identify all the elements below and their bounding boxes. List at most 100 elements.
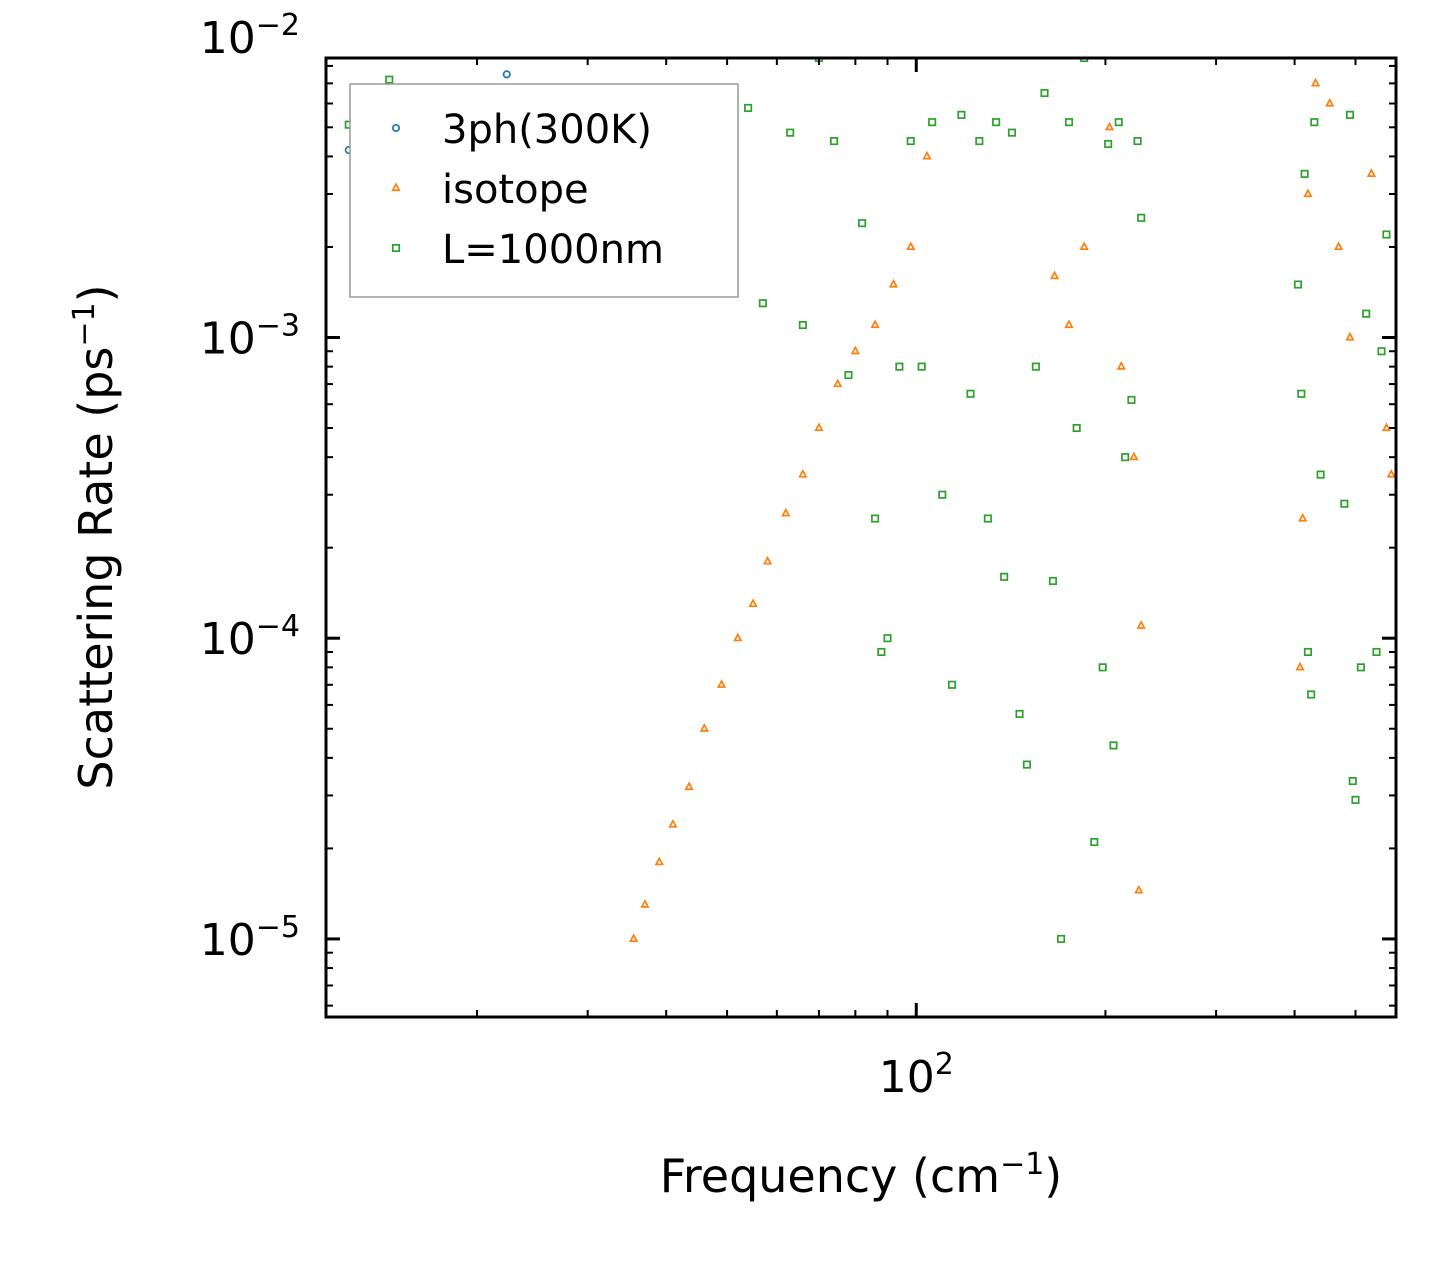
- data-point: [844, 371, 853, 380]
- data-point: [629, 933, 639, 943]
- data-point: [850, 345, 860, 355]
- data-point: [385, 75, 394, 84]
- data-point: [1098, 663, 1107, 672]
- data-point: [762, 555, 773, 565]
- data-point: [1372, 647, 1381, 657]
- data-point: [748, 598, 758, 608]
- y-tick-labels: 10010−110−210−310−410−5: [200, 8, 300, 966]
- y-tick-label: 10−4: [200, 609, 300, 665]
- data-point: [975, 137, 984, 146]
- data-point: [922, 150, 932, 160]
- x-axis-label: Frequency (cm−1): [660, 1147, 1063, 1203]
- data-point: [906, 241, 916, 251]
- data-point: [1007, 128, 1017, 137]
- data-point: [1133, 137, 1142, 146]
- data-point: [870, 319, 880, 329]
- data-point: [1057, 934, 1066, 943]
- data-point: [1356, 663, 1365, 672]
- data-point: [1325, 97, 1335, 107]
- legend-marker-0: [391, 123, 401, 133]
- data-point: [382, 4, 388, 10]
- data-point: [928, 118, 937, 127]
- data-point: [906, 137, 915, 146]
- data-point: [1366, 168, 1377, 177]
- data-point: [1297, 389, 1306, 398]
- legend-box: [349, 83, 739, 298]
- data-point: [895, 362, 904, 371]
- x-tick-label: 102: [879, 1047, 954, 1103]
- y-tick-label: 10−2: [200, 8, 300, 64]
- data-point: [1386, 468, 1396, 478]
- data-point: [1095, 47, 1101, 53]
- data-point: [744, 103, 753, 112]
- data-point: [1000, 572, 1009, 581]
- data-point: [684, 781, 694, 791]
- data-point: [1121, 453, 1130, 462]
- data-point: [917, 362, 926, 371]
- data-point: [668, 818, 678, 828]
- data-point: [358, 27, 364, 33]
- data-point: [1104, 139, 1113, 149]
- data-point: [1298, 512, 1308, 522]
- data-point: [1316, 470, 1325, 479]
- data-point: [798, 320, 807, 330]
- data-point: [1038, 9, 1044, 15]
- data-point: [1136, 620, 1146, 629]
- data-point: [1330, 40, 1336, 46]
- data-point: [830, 137, 839, 146]
- data-point: [1129, 451, 1139, 461]
- data-point: [654, 856, 664, 866]
- data-point: [1381, 422, 1392, 432]
- data-point: [1116, 361, 1126, 370]
- data-point: [966, 389, 975, 398]
- data-point: [1345, 331, 1355, 341]
- data-point: [1377, 347, 1386, 356]
- data-point: [1109, 741, 1118, 750]
- data-point: [1049, 270, 1060, 280]
- data-point: [1335, 27, 1341, 33]
- legend-label-3ph: 3ph(300K): [442, 107, 652, 153]
- data-point: [1072, 423, 1081, 433]
- legend-label-l1000nm: L=1000nm: [442, 227, 664, 273]
- data-point: [1031, 362, 1040, 371]
- data-point: [1345, 110, 1355, 119]
- data-point: [1079, 241, 1089, 251]
- plot-frame: [324, 56, 1398, 1019]
- data-point: [983, 514, 992, 523]
- data-layer: [344, 4, 1396, 943]
- data-point: [1340, 499, 1349, 508]
- data-point: [947, 680, 957, 689]
- data-point: [1362, 309, 1371, 318]
- data-point: [1300, 169, 1309, 178]
- series-1: [629, 9, 1396, 943]
- y-tick-label: 10−5: [200, 910, 300, 966]
- data-point: [699, 723, 709, 732]
- data-point: [939, 9, 945, 15]
- data-point: [680, 10, 686, 16]
- legend-label-isotope: isotope: [442, 167, 589, 213]
- legend-marker-2: [391, 243, 401, 253]
- data-point: [1303, 188, 1313, 198]
- data-point: [781, 507, 791, 517]
- data-point: [1080, 58, 1089, 63]
- data-point: [883, 634, 892, 643]
- y-tick-label: 10−3: [200, 308, 300, 364]
- data-point: [1064, 319, 1074, 329]
- data-point: [1310, 118, 1319, 127]
- data-point: [502, 70, 511, 79]
- data-point: [877, 647, 886, 657]
- data-point: [992, 118, 1001, 127]
- data-point: [1022, 760, 1031, 769]
- data-point: [1293, 280, 1303, 289]
- data-point: [1040, 88, 1049, 98]
- data-point: [733, 632, 743, 642]
- data-point: [1015, 709, 1024, 718]
- data-point: [1134, 884, 1144, 894]
- data-point: [395, 12, 401, 18]
- legend-marker-1: [391, 182, 401, 192]
- data-point: [524, 31, 530, 37]
- data-point: [640, 899, 650, 908]
- data-point: [1382, 230, 1391, 239]
- data-point: [610, 40, 616, 46]
